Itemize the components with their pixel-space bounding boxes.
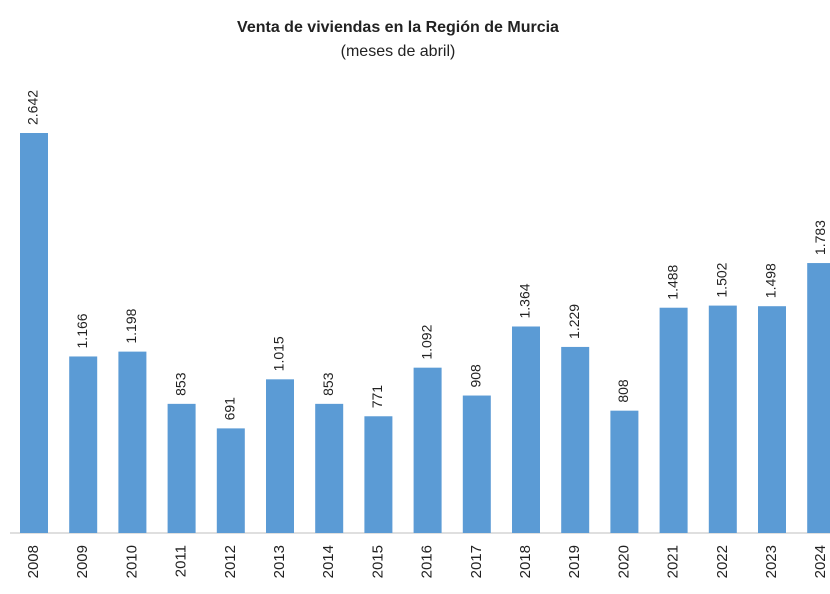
bar [167,403,196,533]
chart-title: Venta de viviendas en la Región de Murci… [237,19,559,36]
x-tick-label: 2021 [665,545,682,578]
bar [266,379,294,533]
bar [364,416,393,533]
bar [413,367,442,533]
data-label: 1.229 [566,304,582,339]
x-tick-label: 2017 [468,545,485,578]
bar [69,356,98,533]
x-tick-label: 2011 [173,545,190,577]
bar [561,346,590,533]
data-label: 1.502 [714,262,730,297]
data-label: 1.166 [74,313,90,348]
bar [758,306,786,533]
data-label: 1.198 [123,308,139,343]
x-tick-label: 2012 [222,545,239,578]
data-label: 1.015 [271,336,287,371]
data-label: 1.783 [812,220,828,255]
x-tick-label: 2016 [419,545,436,578]
x-tick-label: 2014 [320,545,337,578]
bar [807,263,830,533]
x-tick-label: 2022 [714,545,731,578]
bar [708,305,737,533]
bar [315,403,344,533]
x-tick-label: 2009 [74,545,91,578]
bar [462,395,491,533]
bar [512,326,540,533]
data-label: 1.488 [664,264,680,299]
x-tick-label: 2013 [271,545,288,578]
data-label: 853 [172,372,188,396]
x-tick-label: 2024 [812,545,829,578]
data-label: 691 [222,397,238,421]
data-label: 1.498 [763,263,779,298]
x-tick-label: 2020 [615,545,632,578]
x-tick-label: 2019 [566,545,583,578]
bar [216,428,245,533]
x-tick-label: 2010 [123,545,140,578]
x-tick-label: 2015 [369,545,386,578]
data-label: 908 [468,364,484,388]
chart-subtitle: (meses de abril) [341,43,456,60]
data-label: 2.642 [25,90,41,125]
data-label: 853 [320,372,336,396]
x-tick-label: 2008 [25,545,42,578]
x-tick-label: 2018 [517,545,534,578]
bar [20,133,48,533]
data-label: 1.092 [418,324,434,359]
x-tick-label: 2023 [763,545,780,578]
bar [659,307,688,533]
bar [118,351,147,533]
data-label: 808 [615,379,631,403]
bar [610,410,639,533]
data-label: 771 [369,385,385,409]
data-label: 1.364 [517,283,533,318]
